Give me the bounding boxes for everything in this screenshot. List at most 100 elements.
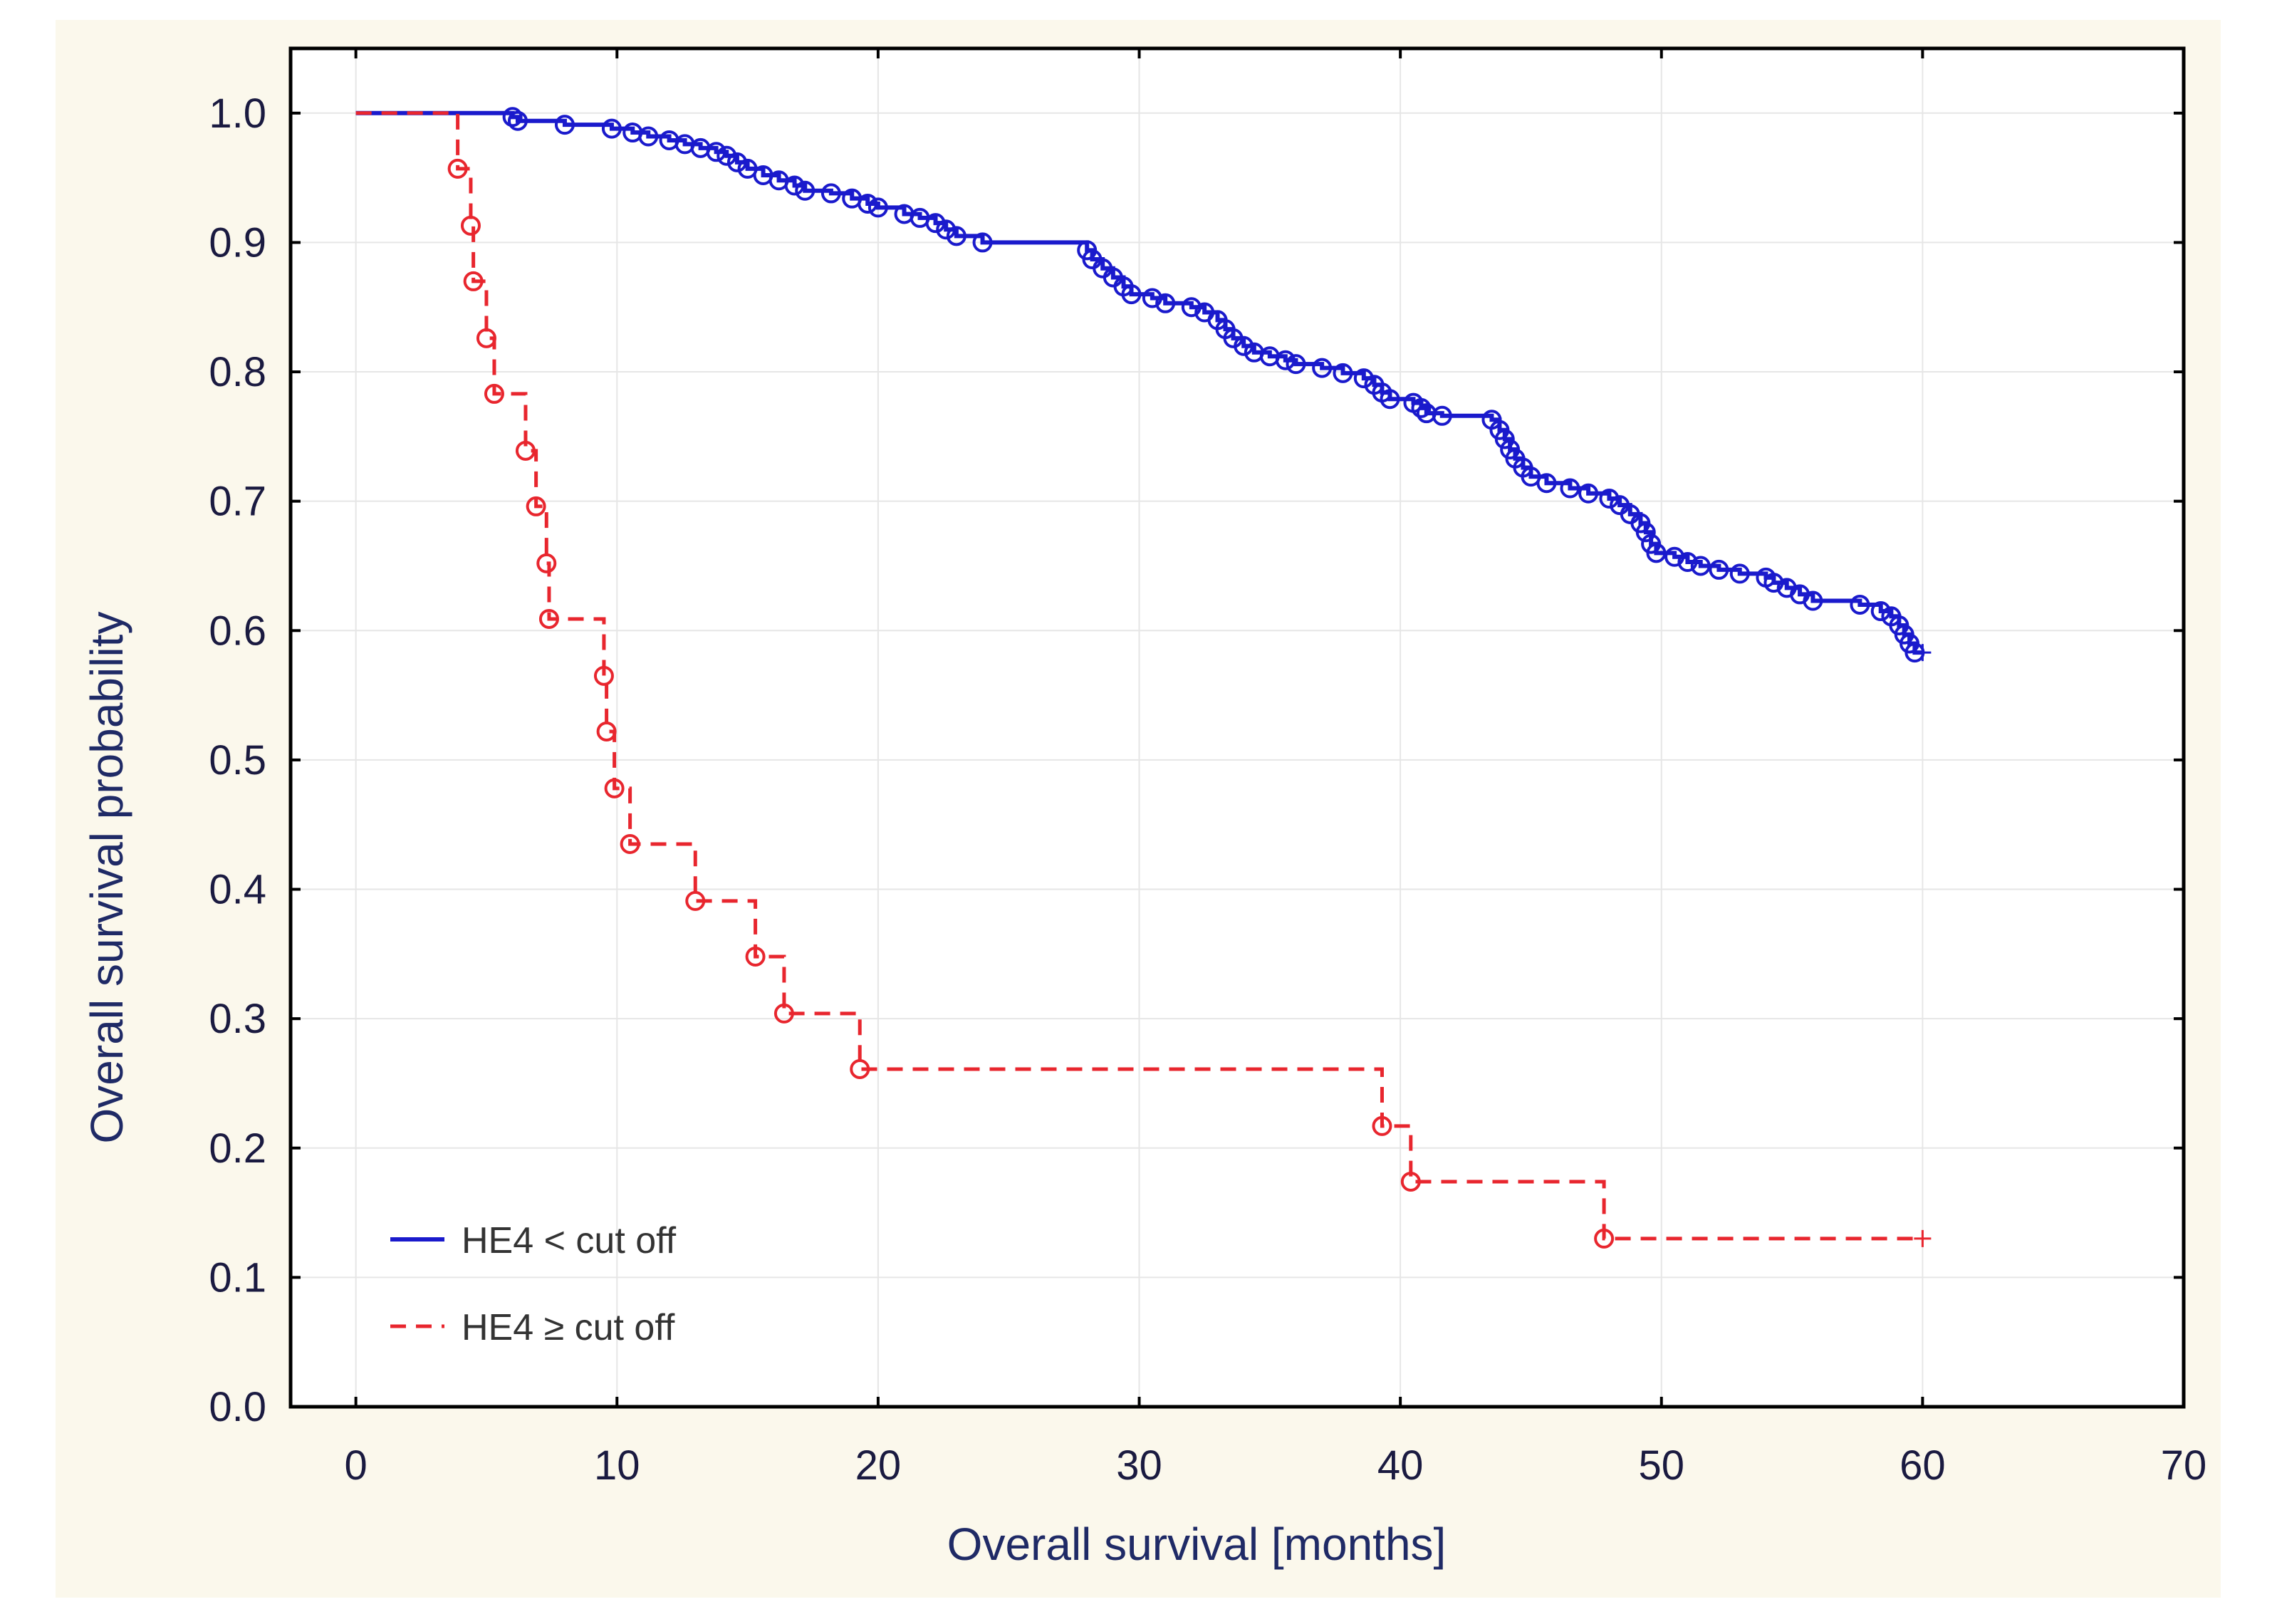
data-point-he4-below-cutoff (1870, 601, 1891, 622)
data-point-he4-below-cutoff (1578, 483, 1599, 504)
data-point-he4-below-cutoff (1380, 389, 1400, 410)
y-tick-label: 0.8 (209, 349, 266, 395)
data-point-he4-below-cutoff (1494, 429, 1515, 449)
data-point-he4-above-cutoff (536, 553, 557, 573)
x-tick-label: 10 (594, 1442, 640, 1489)
data-point-he4-below-cutoff (1850, 594, 1870, 615)
data-point-he4-below-cutoff (638, 126, 659, 147)
data-point-he4-below-cutoff (1729, 563, 1750, 584)
x-tick-labels: 0 10 20 30 40 50 60 70 (345, 1442, 2207, 1489)
data-point-he4-below-cutoff (1333, 363, 1353, 383)
data-point-he4-above-cutoff (685, 890, 706, 911)
data-point-he4-above-cutoff (463, 271, 484, 291)
data-point-he4-below-cutoff (1312, 358, 1333, 378)
data-point-he4-below-cutoff (716, 145, 737, 166)
series-line-he4-below-cutoff (355, 110, 1923, 655)
data-point-he4-below-cutoff (507, 110, 528, 131)
data-point-he4-below-cutoff (1181, 297, 1202, 318)
data-point-he4-below-cutoff (1121, 284, 1142, 305)
data-point-he4-above-cutoff (476, 328, 496, 348)
y-tick-label: 0.0 (209, 1384, 266, 1430)
data-point-he4-below-cutoff (820, 183, 841, 204)
legend-label-he4-below-cutoff: HE4 < cut off (462, 1220, 677, 1261)
legend-label-he4-above-cutoff: HE4 ≥ cut off (462, 1307, 675, 1348)
x-tick-label: 40 (1377, 1442, 1424, 1489)
data-point-he4-above-cutoff (596, 721, 617, 741)
data-point-he4-above-cutoff (745, 946, 766, 967)
x-axis-title: Overall survival [months] (947, 1519, 1447, 1570)
data-point-he4-below-cutoff (1411, 397, 1432, 418)
y-axis-title: Overall survival probability (81, 612, 132, 1144)
data-point-he4-below-cutoff (1677, 552, 1698, 573)
y-tick-label: 0.3 (209, 996, 266, 1042)
data-point-he4-above-cutoff (526, 496, 546, 516)
y-tick-label: 0.7 (209, 479, 266, 525)
series-he4-above-cutoff (355, 111, 1932, 1249)
y-tick-label: 0.5 (209, 737, 266, 784)
data-point-he4-below-cutoff (1432, 405, 1452, 426)
data-point-he4-above-cutoff (620, 833, 640, 854)
data-point-he4-below-cutoff (1635, 522, 1656, 543)
data-point-he4-below-cutoff (1646, 543, 1667, 563)
data-point-he4-below-cutoff (1275, 350, 1296, 370)
data-point-he4-below-cutoff (1234, 335, 1254, 356)
data-point-he4-below-cutoff (1763, 573, 1784, 593)
data-point-he4-above-cutoff (538, 608, 559, 629)
data-point-he4-above-cutoff (515, 440, 536, 461)
censor-mark-he4-above-cutoff (1914, 1229, 1932, 1247)
y-tick-label: 0.9 (209, 219, 266, 266)
data-point-he4-above-cutoff (460, 215, 481, 236)
y-tick-label: 0.2 (209, 1125, 266, 1172)
data-point-he4-above-cutoff (1400, 1171, 1421, 1192)
data-point-he4-above-cutoff (593, 665, 614, 686)
data-point-he4-below-cutoff (795, 180, 815, 201)
data-point-he4-below-cutoff (858, 193, 878, 214)
data-point-he4-below-cutoff (1155, 293, 1176, 313)
x-tick-label: 0 (345, 1442, 368, 1489)
data-point-he4-below-cutoff (1690, 556, 1711, 576)
legend: HE4 < cut off HE4 ≥ cut off (390, 1220, 677, 1348)
series-he4-below-cutoff (355, 107, 1932, 663)
x-tick-label: 60 (1900, 1442, 1946, 1489)
data-point-he4-below-cutoff (1664, 546, 1685, 567)
data-point-he4-above-cutoff (447, 158, 468, 179)
data-point-he4-below-cutoff (502, 107, 523, 127)
data-point-he4-above-cutoff (1372, 1115, 1392, 1136)
data-point-he4-below-cutoff (1353, 368, 1374, 389)
data-point-he4-below-cutoff (726, 152, 747, 172)
data-point-he4-below-cutoff (1536, 473, 1557, 494)
data-point-he4-above-cutoff (604, 778, 625, 798)
censor-mark-he4-below-cutoff (1914, 644, 1932, 662)
y-tick-label: 0.4 (209, 867, 266, 913)
data-point-he4-below-cutoff (706, 142, 726, 162)
tick-marks (291, 48, 2185, 1408)
data-point-he4-above-cutoff (850, 1058, 870, 1079)
data-point-he4-below-cutoff (972, 232, 993, 253)
data-point-he4-below-cutoff (601, 118, 622, 139)
data-point-he4-below-cutoff (784, 175, 805, 196)
x-tick-label: 30 (1116, 1442, 1162, 1489)
data-point-he4-below-cutoff (867, 197, 888, 218)
y-tick-labels: 0.0 0.1 0.2 0.3 0.4 0.5 0.6 0.7 0.8 0.9 1.0 (209, 90, 266, 1430)
plot-area (291, 48, 2184, 1407)
x-tick-label: 50 (1639, 1442, 1685, 1489)
data-point-he4-below-cutoff (1709, 559, 1729, 580)
x-tick-label: 70 (2161, 1442, 2207, 1489)
data-point-he4-above-cutoff (773, 1003, 794, 1024)
data-point-he4-below-cutoff (554, 115, 575, 135)
data-point-he4-below-cutoff (1560, 478, 1580, 499)
data-point-he4-above-cutoff (484, 383, 504, 404)
data-point-he4-below-cutoff (936, 219, 957, 240)
y-tick-label: 1.0 (209, 90, 266, 137)
y-tick-label: 0.6 (209, 608, 266, 654)
data-point-he4-below-cutoff (1599, 489, 1620, 509)
data-point-he4-below-cutoff (925, 213, 946, 234)
x-tick-label: 20 (855, 1442, 902, 1489)
series-line-he4-above-cutoff (355, 111, 1923, 1241)
data-point-he4-below-cutoff (1142, 288, 1162, 308)
plot-frame (288, 46, 2186, 1409)
data-point-he4-below-cutoff (946, 226, 966, 246)
y-tick-label: 0.1 (209, 1254, 266, 1301)
data-point-he4-below-cutoff (1803, 590, 1823, 611)
series-layer (355, 107, 1932, 1249)
